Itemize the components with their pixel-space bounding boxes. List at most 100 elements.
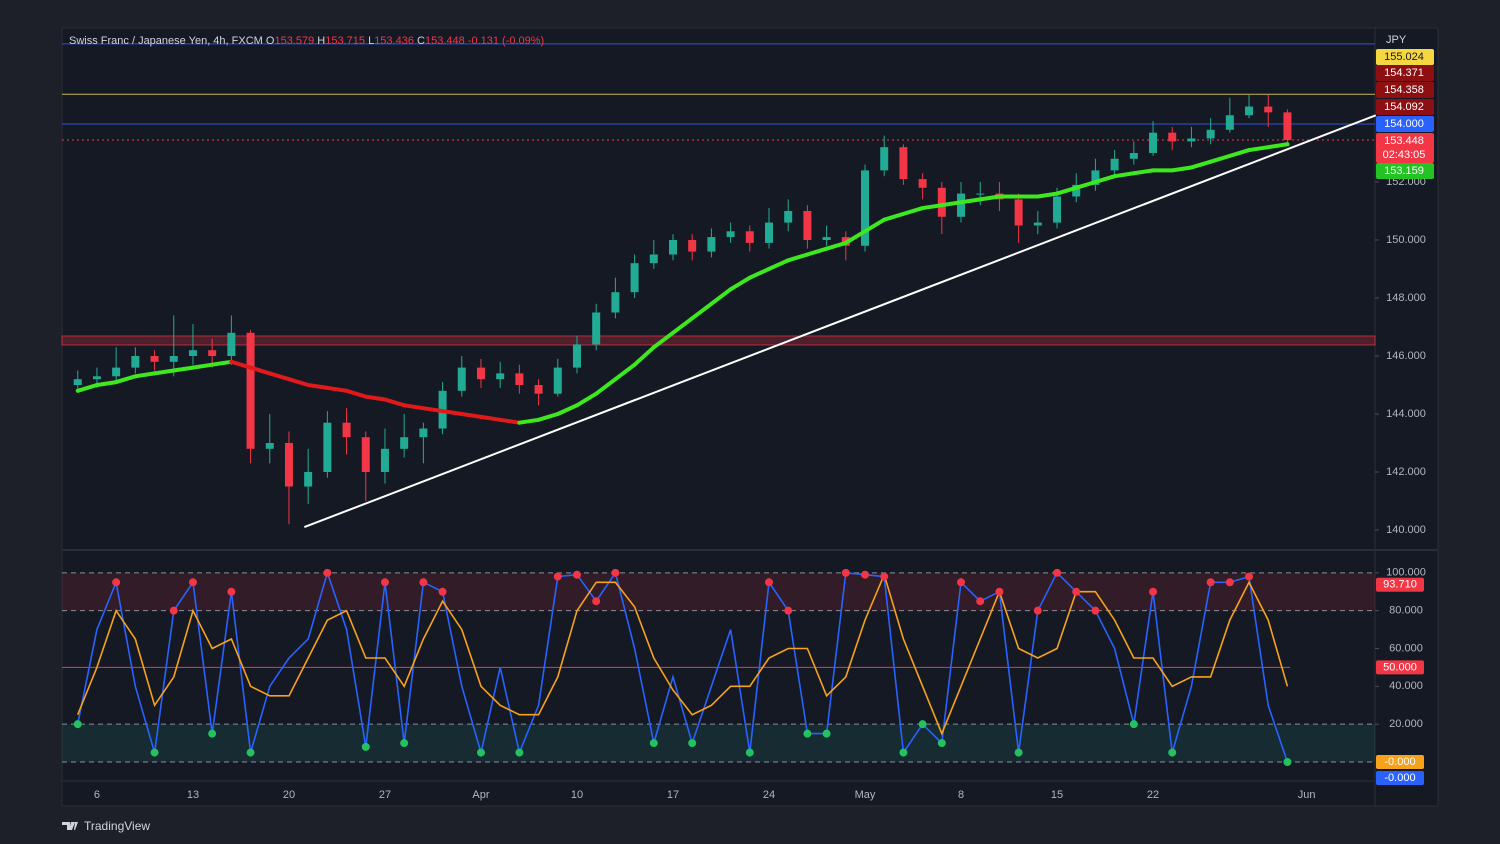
candle-body [745, 231, 754, 243]
candle-body [1264, 106, 1273, 113]
candle-body [1187, 138, 1196, 142]
candle-body [784, 210, 793, 223]
moving-average-segment [440, 409, 464, 417]
signal-dot [515, 748, 524, 757]
signal-dot [649, 739, 658, 748]
price-badge-label: 153.448 [1384, 135, 1424, 147]
currency-label: JPY [1386, 34, 1407, 46]
moving-average-segment [114, 374, 138, 385]
signal-dot [841, 568, 850, 577]
signal-dot [861, 570, 870, 579]
moving-average-segment [651, 330, 675, 350]
signal-dot [150, 748, 159, 757]
x-tick-label: 8 [958, 789, 964, 801]
oscillator-line [76, 570, 1289, 763]
moving-average-segment [1208, 153, 1232, 164]
signal-dot [937, 739, 946, 748]
moving-average-segment [767, 258, 791, 271]
candle-body [937, 187, 946, 217]
price-badge [1376, 116, 1434, 132]
candle-body [1283, 112, 1292, 140]
moving-average-segment [267, 371, 291, 382]
indicator-badge-label: 93.710 [1383, 579, 1417, 591]
indicator-badge [1376, 755, 1424, 770]
y-tick-label: 150.000 [1386, 234, 1426, 246]
price-badge [1376, 49, 1434, 65]
y-tick-label: 20.000 [1389, 718, 1423, 730]
y-tick-label: 80.000 [1389, 605, 1423, 617]
candle-body [1129, 152, 1138, 159]
signal-dot [438, 587, 447, 596]
candle-body [572, 344, 581, 368]
x-tick-label: 15 [1051, 789, 1063, 801]
signal-dot [745, 748, 754, 757]
signal-dot [169, 606, 178, 615]
signal-dot [400, 739, 409, 748]
candle-body [188, 350, 197, 356]
x-tick-label: 13 [187, 789, 199, 801]
moving-average-segment [190, 362, 215, 370]
price-badge [1376, 65, 1434, 81]
signal-dot [592, 597, 601, 606]
signal-dot [784, 606, 793, 615]
signal-dot [995, 587, 1004, 596]
y-tick-label: 140.000 [1386, 524, 1426, 536]
moving-average-segment [1131, 168, 1156, 176]
candle-body [822, 237, 831, 240]
candle-body [92, 376, 101, 380]
logo-icon [62, 822, 78, 830]
moving-average-segment [421, 406, 445, 414]
price-countdown: 02:43:05 [1383, 149, 1426, 161]
moving-average-segment [229, 359, 253, 370]
signal-dot [361, 742, 370, 751]
moving-average-segment [555, 403, 579, 417]
y-tick-label: 148.000 [1386, 292, 1426, 304]
symbol-title: Swiss Franc / Japanese Yen, 4h, FXCM [69, 35, 263, 47]
signal-dot [208, 729, 217, 738]
moving-average-segment [210, 359, 234, 367]
candle-body [1225, 115, 1234, 130]
symbol-legend: Swiss Franc / Japanese Yen, 4h, FXCM O 15… [69, 35, 544, 47]
candle-body [131, 355, 140, 368]
candle-body [457, 367, 466, 391]
legend-value: 153.436 [374, 35, 414, 47]
legend-label: O [266, 35, 275, 47]
moving-average-segment [344, 388, 368, 399]
candle-body [668, 239, 677, 255]
candle-body [380, 448, 389, 473]
candle-body [880, 147, 889, 171]
signal-dot [112, 578, 121, 587]
candle-body [899, 147, 908, 180]
signal-dot [899, 748, 908, 757]
moving-average-segment [1227, 148, 1252, 158]
moving-average-segment [670, 316, 695, 335]
candle-body [688, 239, 697, 252]
candle-body [1168, 132, 1177, 142]
moving-average-segment [709, 287, 733, 306]
signal-dot [553, 572, 562, 581]
candle-body [1110, 158, 1119, 171]
candle-body [918, 179, 927, 188]
signal-dot [323, 568, 332, 577]
candle-body [361, 437, 370, 473]
x-tick-label: 6 [94, 789, 100, 801]
candle-body [1014, 199, 1023, 226]
legend-change: -0.131 (-0.09%) [468, 35, 544, 47]
candle-body [1149, 132, 1158, 153]
moving-average-segment [863, 217, 887, 234]
candle-body [707, 237, 716, 252]
legend-value: 153.448 [425, 35, 465, 47]
legend-label: C [417, 35, 425, 47]
moving-average-segment [382, 397, 407, 408]
oscillator-line [76, 572, 1289, 736]
candle-body [323, 422, 332, 473]
indicator-badge-label: -0.000 [1384, 756, 1415, 768]
candle-body [1206, 129, 1215, 139]
legend-value: 153.715 [325, 35, 365, 47]
candle-body [649, 254, 658, 264]
x-tick-label: 20 [283, 789, 295, 801]
signal-dot [976, 597, 985, 606]
x-tick-label: 10 [571, 789, 583, 801]
candle-body [284, 443, 293, 487]
